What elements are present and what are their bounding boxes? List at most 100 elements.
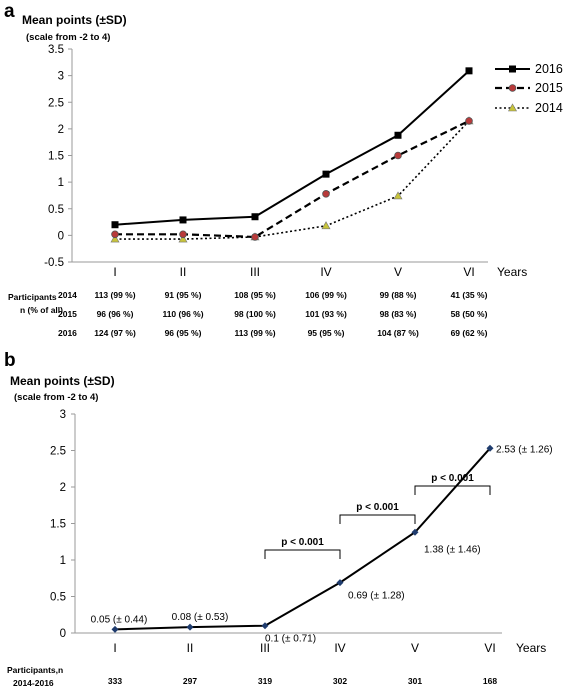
- panel-a-legend-2014-marker: [507, 103, 518, 112]
- panel-b-y-tick-label: 2.5: [50, 446, 66, 458]
- panel-a-y-axis-subtitle: (scale from -2 to 4): [26, 32, 110, 43]
- panel-a-x-axis-label: Years: [497, 265, 527, 279]
- panel-b-series-point: [186, 623, 194, 631]
- panel-b-significance-label: p < 0.001: [431, 473, 474, 484]
- panel-a-series-2014-point: [178, 234, 188, 243]
- panel-a-series-2016-point: [322, 170, 330, 178]
- panel-a-table-cell: 96 (95 %): [165, 328, 202, 338]
- panel-a-table-cell: 96 (96 %): [97, 309, 134, 319]
- panel-b-table-cell: 301: [408, 676, 422, 686]
- panel-a-y-tick-label: 0.5: [48, 204, 64, 216]
- panel-b-significance-bracket: [414, 485, 491, 495]
- panel-a-table-cell: 41 (35 %): [451, 290, 488, 300]
- panel-a-series-2016-point: [251, 213, 259, 221]
- panel-b-y-tick-label: 0.5: [50, 592, 66, 604]
- panel-a-table-cell: 98 (83 %): [380, 309, 417, 319]
- panel-b-series-line: [114, 447, 491, 631]
- panel-b-table-subheader: 2014-2016: [13, 678, 54, 687]
- panel-a-series-2014-point: [321, 221, 331, 230]
- panel-b-x-axis-label: Years: [516, 641, 546, 655]
- panel-a-series-2015-line: [115, 119, 470, 239]
- panel-a-table-cell: 106 (99 %): [305, 290, 347, 300]
- panel-b-y-tick-label: 2: [60, 482, 66, 494]
- panel-a-series-2015-point: [465, 117, 473, 125]
- panel-a-series-2015-point: [394, 151, 402, 160]
- panel-a-legend-2015-marker: [508, 84, 517, 92]
- panel-a-table-row-label: 2016: [58, 328, 77, 338]
- panel-a-legend-2015-label: 2015: [535, 81, 563, 95]
- panel-a-legend-2014-label: 2014: [535, 101, 563, 115]
- panel-b-x-tick-label: V: [411, 641, 419, 655]
- panel-a-series-2015-point: [322, 190, 330, 198]
- panel-a-table-cell: 91 (95 %): [165, 290, 202, 300]
- panel-a-table-cell: 69 (62 %): [451, 328, 488, 338]
- panel-a-table-cell: 104 (87 %): [377, 328, 419, 338]
- panel-a-table-cell: 110 (96 %): [162, 309, 203, 319]
- panel-b-series-point: [411, 528, 419, 536]
- panel-a-table-row-label: 2015: [58, 309, 77, 319]
- panel-b-significance-label: p < 0.001: [356, 502, 399, 513]
- panel-b-significance-label: p < 0.001: [281, 537, 324, 548]
- panel-a-table-cell: 108 (95 %): [234, 290, 276, 300]
- panel-b-point-label: 2.53 (± 1.26): [496, 444, 553, 455]
- panel-a-series-2014-point: [110, 234, 120, 243]
- panel-a-x-tick-label: III: [250, 265, 260, 279]
- panel-a-series-2014-line: [115, 120, 470, 240]
- panel-a-x-tick-label: II: [180, 265, 187, 279]
- panel-a-letter: a: [4, 1, 15, 22]
- panel-a-series-2016-point: [394, 131, 402, 139]
- panel-b-y-tick-label: 3: [60, 409, 66, 421]
- panel-a-y-tick-label: -0.5: [44, 257, 64, 269]
- panel-a-table-cell: 99 (88 %): [380, 290, 417, 300]
- panel-b-point-label: 0.1 (± 0.71): [265, 634, 316, 645]
- panel-b-table-cell: 333: [108, 676, 122, 686]
- panel-b-point-label: 0.08 (± 0.53): [172, 612, 229, 623]
- panel-b-table-cell: 168: [483, 676, 497, 686]
- panel-a-series-2016-point: [179, 216, 187, 224]
- panel-a-series-2015-point: [179, 230, 187, 239]
- panel-b-table-cell: 297: [183, 676, 197, 686]
- panel-a-table-cell: 124 (97 %): [94, 328, 136, 338]
- panel-b-point-label: 0.69 (± 1.28): [348, 591, 405, 602]
- panel-a-series-2016-point: [111, 221, 119, 229]
- panel-b-point-label: 0.05 (± 0.44): [91, 614, 148, 625]
- panel-a-x-tick-label: IV: [320, 265, 331, 279]
- panel-a-series-2016-point: [465, 67, 473, 75]
- panel-b-table-cell: 302: [333, 676, 347, 686]
- panel-b-letter: b: [4, 350, 16, 371]
- panel-a-table-subheader: n (% of all): [20, 305, 63, 315]
- panel-a-x-tick-label: I: [113, 265, 116, 279]
- panel-b-x-tick-label: III: [260, 641, 270, 655]
- panel-a-series-2014-point: [393, 191, 403, 200]
- panel-a-y-tick-label: 1: [58, 177, 64, 189]
- panel-a-y-tick-label: 1.5: [48, 151, 64, 163]
- panel-a-legend-2016-marker: [509, 65, 516, 73]
- panel-b-x-tick-label: I: [113, 641, 116, 655]
- panel-a-y-tick-label: 2: [58, 124, 64, 136]
- panel-a-series-2015-point: [111, 230, 119, 239]
- panel-b-significance-bracket: [339, 514, 416, 524]
- panel-a-legend-2016-label: 2016: [535, 62, 563, 76]
- panel-a-y-tick-label: 3: [58, 71, 64, 83]
- panel-a-table-cell: 101 (93 %): [305, 309, 347, 319]
- panel-b-series-point: [336, 579, 344, 587]
- panel-a-series-2015-point: [251, 233, 259, 241]
- panel-a-table-cell: 113 (99 %): [234, 328, 275, 338]
- panel-b-table-header: Participants,n: [7, 665, 63, 675]
- panel-b-x-tick-label: II: [187, 641, 194, 655]
- panel-a-x-tick-label: V: [394, 265, 402, 279]
- panel-a-table-header: Participants: [8, 292, 57, 302]
- panel-a-series-2016-line: [114, 70, 470, 226]
- panel-b-x-tick-label: IV: [334, 641, 345, 655]
- panel-b-series-point: [486, 444, 494, 452]
- panel-b-y-tick-label: 0: [60, 628, 66, 640]
- panel-b-series-point: [261, 622, 269, 630]
- panel-a-y-tick-label: 3.5: [48, 44, 64, 56]
- panel-b-y-tick-label: 1: [60, 555, 66, 567]
- panel-a-table-cell: 113 (99 %): [94, 290, 135, 300]
- panel-a-y-axis-label: Mean points (±SD): [22, 13, 127, 27]
- panel-b-x-tick-label: VI: [484, 641, 495, 655]
- panel-a-y-tick-label: 0: [58, 230, 64, 242]
